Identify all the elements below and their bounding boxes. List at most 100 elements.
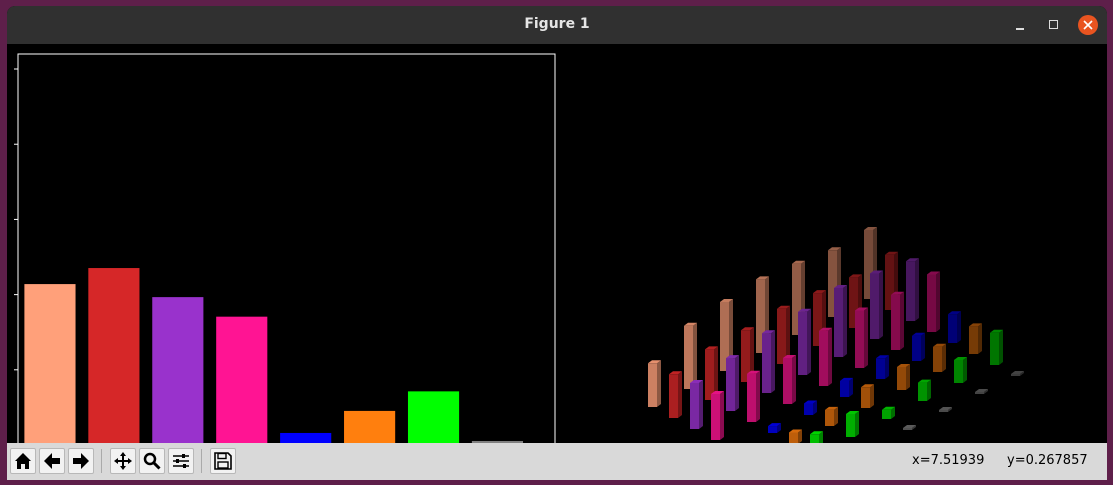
- configure-button[interactable]: [168, 448, 194, 474]
- bar3d-top-face: [684, 322, 697, 326]
- bar3d-side-face: [843, 285, 847, 357]
- bar3d-front-face: [756, 279, 765, 353]
- bar3d-front-face: [864, 230, 873, 299]
- bar: [280, 432, 332, 445]
- forward-button[interactable]: [68, 448, 94, 474]
- bar3d-front-face: [927, 274, 936, 332]
- figure-canvas[interactable]: [7, 44, 1107, 480]
- bar3d-side-face: [870, 384, 874, 408]
- bar3d-side-face: [813, 400, 817, 415]
- bar3d: [798, 308, 811, 375]
- bar3d-front-face: [720, 302, 729, 371]
- bar3d: [747, 370, 760, 422]
- bar3d-front-face: [792, 263, 801, 335]
- maximize-button[interactable]: [1044, 15, 1064, 35]
- bar3d-chart: [648, 227, 1024, 480]
- bar3d-front-face: [705, 349, 714, 400]
- bar3d-top-face: [777, 305, 790, 309]
- bar3d-top-face: [768, 423, 781, 427]
- bar3d-side-face: [699, 380, 703, 429]
- forward-arrow-icon: [73, 453, 89, 469]
- bar3d: [939, 407, 952, 412]
- bar3d-front-face: [804, 403, 813, 415]
- bar3d-side-face: [657, 360, 661, 407]
- bar3d-front-face: [948, 314, 957, 343]
- bar3d: [927, 271, 940, 332]
- bar3d: [669, 371, 682, 418]
- bar3d-front-face: [975, 392, 984, 394]
- bar3d-top-face: [804, 400, 817, 404]
- bar3d-front-face: [969, 326, 978, 354]
- bar3d: [768, 423, 781, 433]
- magnifier-icon: [143, 452, 161, 470]
- bar3d-top-face: [762, 330, 775, 334]
- bar3d: [975, 389, 988, 394]
- bar3d-top-face: [882, 406, 895, 410]
- bar3d: [834, 285, 847, 357]
- bar3d-top-face: [918, 379, 931, 383]
- bar3d: [840, 377, 853, 397]
- bar: [152, 297, 204, 445]
- bar3d-front-face: [783, 358, 792, 404]
- back-button[interactable]: [39, 448, 65, 474]
- bar3d-top-face: [990, 329, 1003, 333]
- save-button[interactable]: [210, 448, 236, 474]
- bar3d: [711, 391, 724, 440]
- bar3d-side-face: [927, 379, 931, 401]
- bar3d-front-face: [891, 294, 900, 350]
- bar3d-front-face: [834, 288, 843, 357]
- bar3d-top-face: [711, 391, 724, 394]
- bar3d-side-face: [786, 305, 790, 364]
- navigation-toolbar: x=7.51939 y=0.267857: [7, 443, 1107, 480]
- bar3d-side-face: [891, 406, 895, 419]
- bar3d: [870, 270, 883, 339]
- bar3d-side-face: [912, 425, 916, 430]
- bar3d-side-face: [963, 357, 967, 383]
- bar3d-front-face: [1011, 374, 1020, 376]
- bar3d-side-face: [915, 258, 919, 321]
- charts-svg: [14, 53, 1024, 480]
- bar3d-side-face: [750, 327, 754, 382]
- bar3d-side-face: [729, 299, 733, 371]
- minimize-button[interactable]: [1010, 15, 1030, 35]
- bar3d-side-face: [828, 327, 832, 386]
- bar3d-top-face: [834, 285, 847, 288]
- bar3d: [954, 357, 967, 383]
- home-button[interactable]: [10, 448, 36, 474]
- bar3d-top-face: [798, 308, 811, 312]
- close-button[interactable]: [1078, 15, 1098, 35]
- bar3d-top-face: [954, 357, 967, 360]
- toolbar-separator: [101, 449, 102, 473]
- bar3d: [783, 355, 796, 404]
- bar3d-top-face: [870, 270, 883, 274]
- bar3d-side-face: [885, 355, 889, 379]
- bar3d-side-face: [942, 343, 946, 372]
- sliders-icon: [173, 454, 189, 468]
- bar3d-front-face: [825, 409, 834, 426]
- bar3d-front-face: [777, 308, 786, 364]
- bar3d-front-face: [897, 367, 906, 390]
- bar3d-top-face: [975, 389, 988, 392]
- bar3d: [777, 305, 790, 364]
- bar3d-side-face: [771, 330, 775, 393]
- bar3d-front-face: [954, 360, 963, 383]
- zoom-button[interactable]: [139, 448, 165, 474]
- bar3d-side-face: [720, 391, 724, 440]
- bar3d-top-face: [849, 274, 862, 278]
- bar3d-front-face: [726, 358, 735, 411]
- back-arrow-icon: [44, 453, 60, 469]
- bar3d-top-face: [741, 327, 754, 331]
- bar3d-front-face: [918, 382, 927, 401]
- title-bar[interactable]: Figure 1: [7, 6, 1107, 44]
- bar3d-top-face: [906, 258, 919, 262]
- bar3d-front-face: [882, 409, 891, 419]
- bar3d-top-face: [720, 299, 733, 302]
- bar3d-side-face: [957, 311, 961, 343]
- pan-button[interactable]: [110, 448, 136, 474]
- bar3d-front-face: [906, 261, 915, 321]
- bar3d-side-face: [906, 364, 910, 390]
- x-coordinate-readout: x=7.51939: [912, 453, 985, 468]
- bar3d-front-face: [861, 387, 870, 408]
- bar3d-side-face: [879, 270, 883, 339]
- bar3d-front-face: [684, 325, 693, 389]
